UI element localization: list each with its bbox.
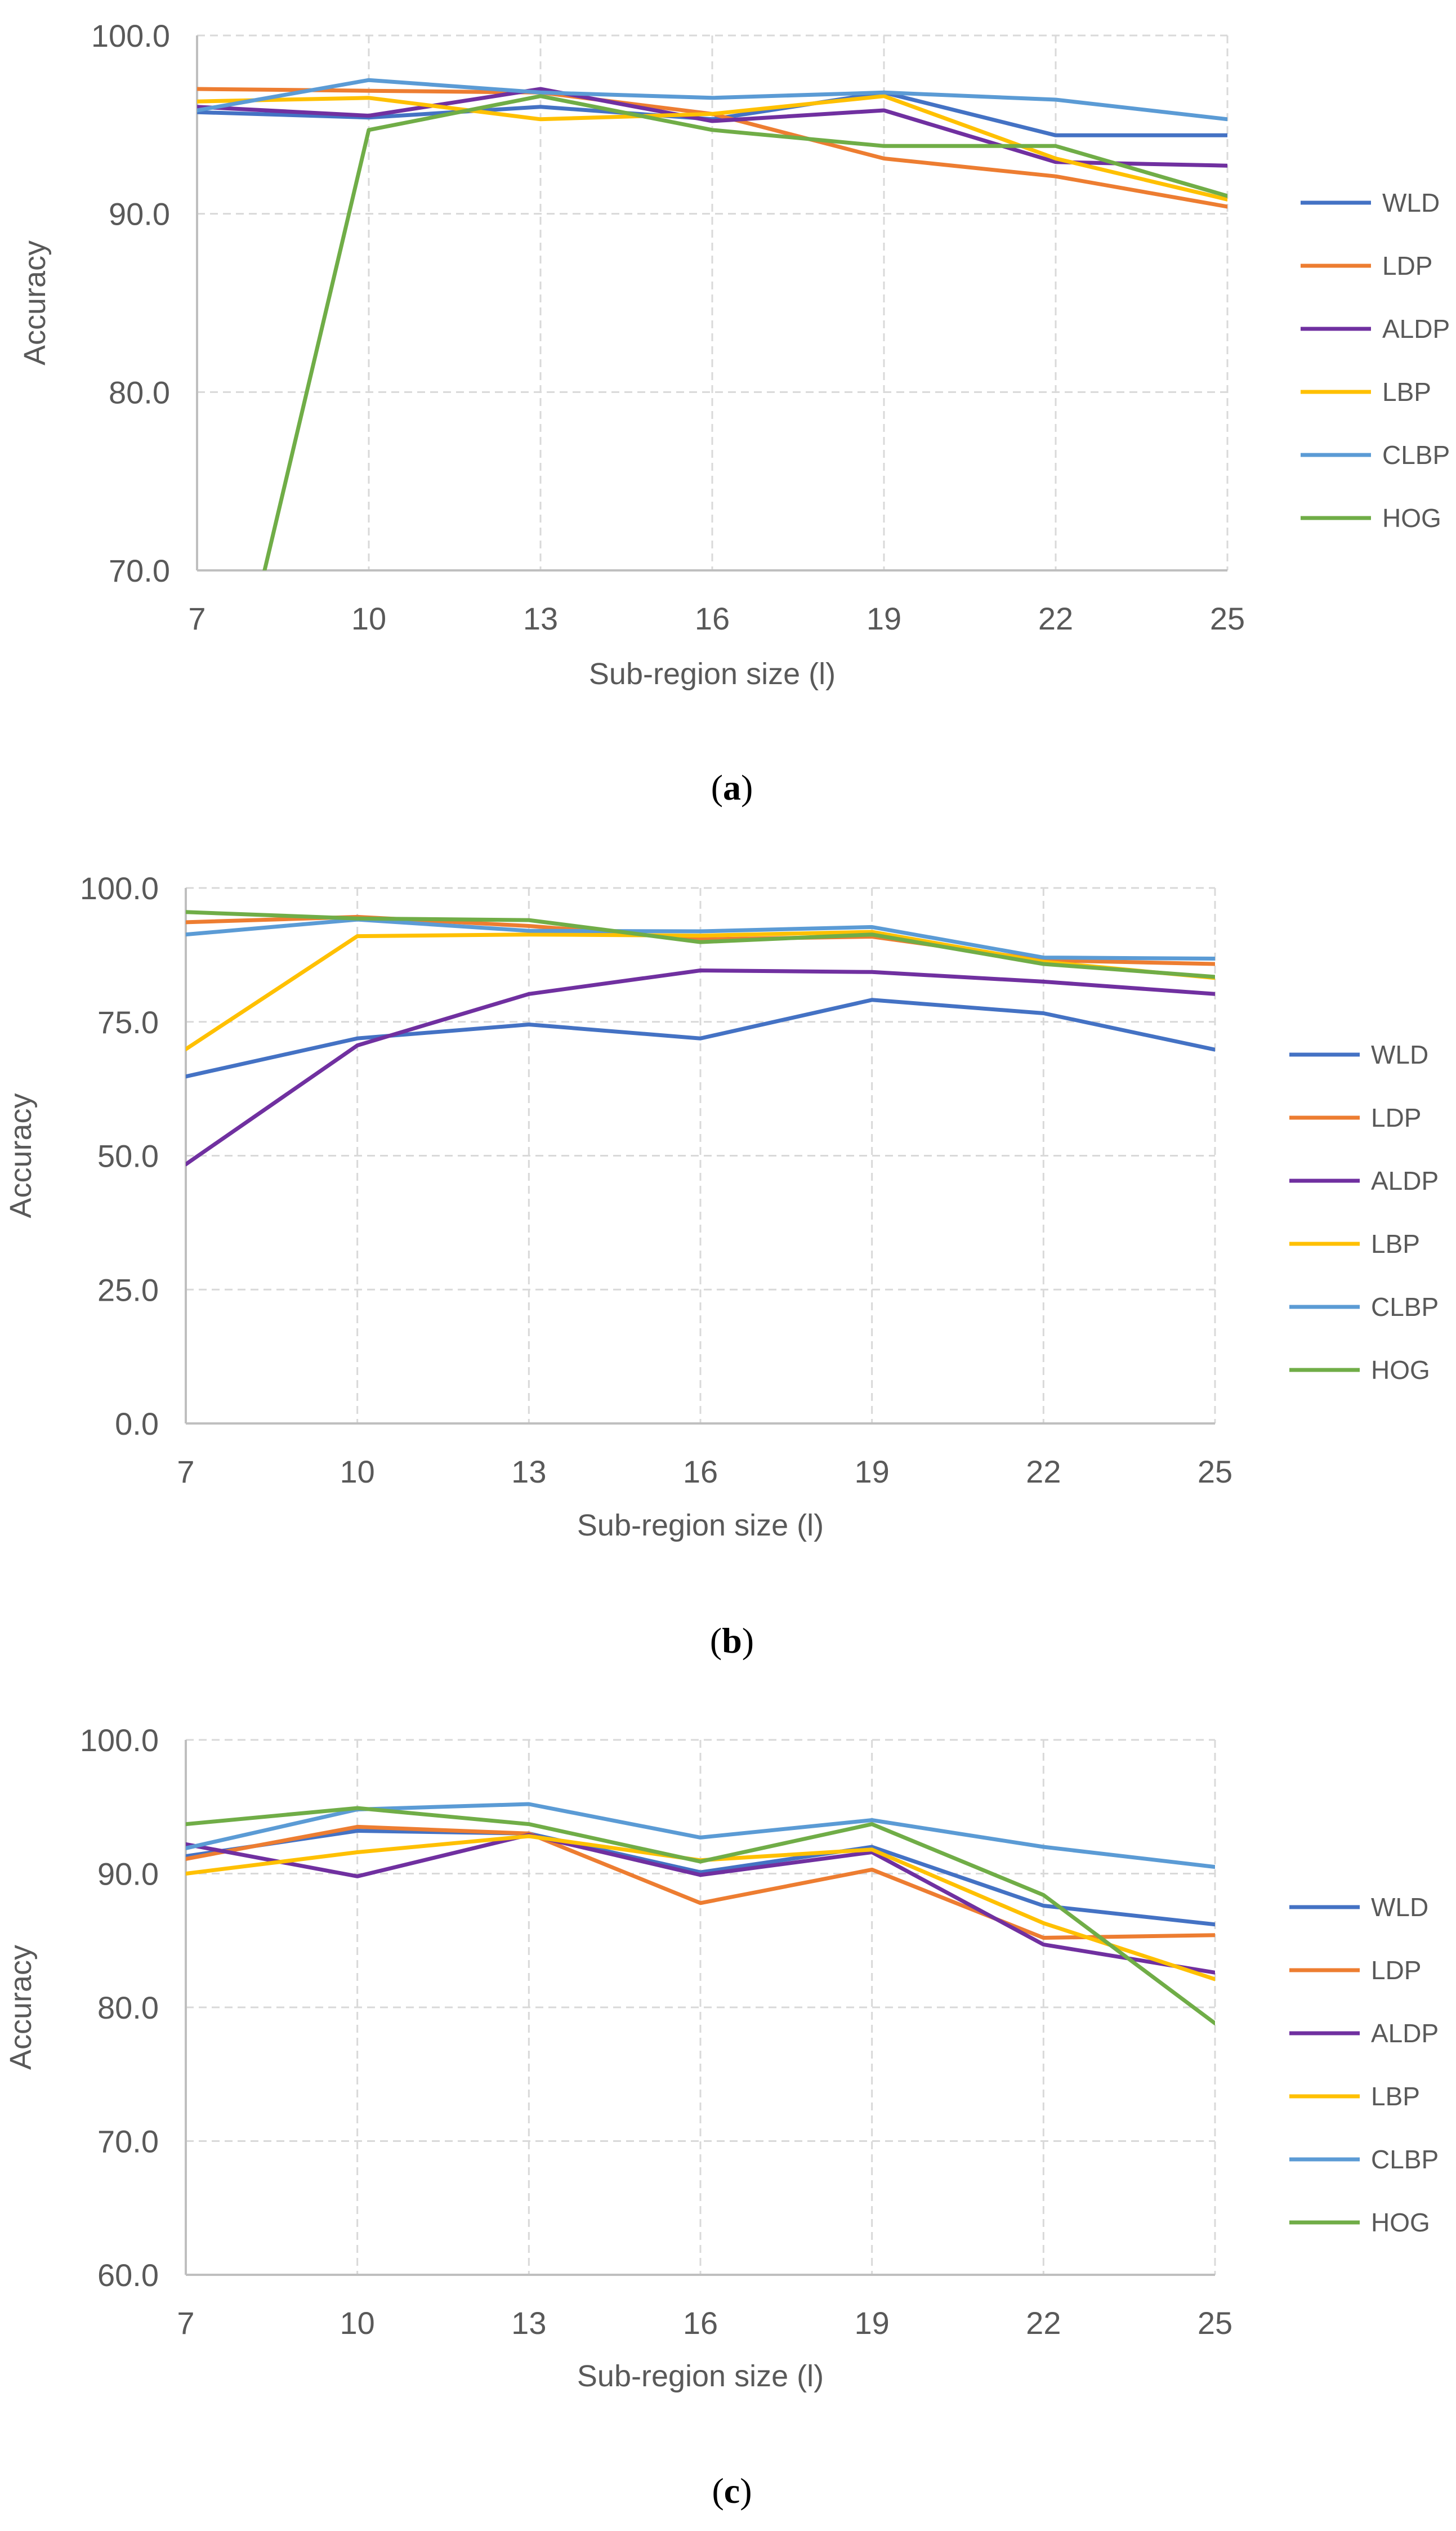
series-lines (197, 78, 1227, 570)
y-tick-label: 90.0 (109, 197, 170, 232)
caption-close-paren: ) (742, 1621, 754, 1660)
legend-label-clbp: CLBP (1382, 440, 1450, 470)
legend-label-lbp: LBP (1371, 1229, 1420, 1258)
caption-letter: a (723, 767, 741, 807)
x-tick-label: 7 (177, 1454, 194, 1489)
x-tick-label: 22 (1026, 1454, 1061, 1489)
chart-panel-c: 60.0 70.0 80.0 90.0 100.0 7 10 13 16 19 22 25 Sub-re… (4, 1722, 1439, 2511)
legend-label-hog: HOG (1382, 503, 1441, 533)
y-tick-label: 80.0 (109, 374, 170, 410)
chart-panel-a: 70.0 80.0 90.0 100.0 7 10 13 16 19 22 25 Sub-region… (18, 18, 1450, 807)
legend: WLD LDP ALDP LBP CLBP HOG (1301, 188, 1450, 533)
caption-close-paren: ) (740, 2471, 752, 2511)
caption-open-paren: ( (710, 1621, 722, 1660)
legend-label-ldp: LDP (1382, 251, 1432, 280)
x-tick-label: 25 (1198, 1454, 1232, 1489)
x-axis-label: Sub-region size (l) (589, 657, 836, 691)
chart-panel-b: 0.0 25.0 50.0 75.0 100.0 7 10 13 16 19 22 25 Sub-reg… (4, 871, 1439, 1660)
y-axis-label: Accuracy (4, 1945, 38, 2070)
legend: WLD LDP ALDP LBP CLBP HOG (1289, 1040, 1439, 1385)
y-tick-label: 60.0 (97, 2257, 159, 2293)
series-line-wld (186, 1829, 1215, 1927)
x-tick-label: 19 (855, 2305, 890, 2341)
y-tick-label: 100.0 (80, 1722, 159, 1758)
caption-close-paren: ) (741, 767, 753, 807)
legend-label-aldp: ALDP (1382, 314, 1450, 343)
caption-open-paren: ( (711, 767, 723, 807)
x-tick-label: 13 (511, 1454, 546, 1489)
legend-label-hog: HOG (1371, 2208, 1430, 2237)
x-tick-label: 25 (1210, 601, 1245, 636)
legend-label-aldp: ALDP (1371, 2019, 1439, 2048)
y-axis-label: Accuracy (18, 240, 52, 365)
series-line-hog (186, 1806, 1215, 2025)
caption-letter: c (724, 2471, 740, 2511)
series-line-clbp (197, 78, 1227, 122)
legend-label-ldp: LDP (1371, 1103, 1421, 1132)
x-tick-label: 19 (855, 1454, 890, 1489)
x-tick-label: 10 (340, 2305, 375, 2341)
y-tick-label: 100.0 (91, 18, 170, 53)
series-line-wld (186, 998, 1215, 1079)
legend-label-lbp: LBP (1382, 377, 1431, 407)
caption-letter: b (722, 1621, 742, 1660)
series-line-aldp (197, 87, 1227, 168)
x-tick-label: 22 (1026, 2305, 1061, 2341)
figure-caption: (c) (712, 2471, 752, 2511)
y-tick-label: 100.0 (80, 871, 159, 906)
x-tick-label: 13 (523, 601, 558, 636)
x-tick-label: 13 (511, 2305, 546, 2341)
x-tick-label: 16 (695, 601, 730, 636)
legend-label-lbp: LBP (1371, 2082, 1420, 2111)
series-line-hog (186, 910, 1215, 979)
y-axis-label: Accuracy (4, 1093, 38, 1218)
legend-label-clbp: CLBP (1371, 2145, 1439, 2174)
series-line-ldp (186, 1824, 1215, 1940)
x-tick-label: 16 (683, 1454, 718, 1489)
series-line-aldp (186, 968, 1215, 1167)
legend-label-ldp: LDP (1371, 1956, 1421, 1985)
x-axis-label: Sub-region size (l) (577, 1508, 824, 1542)
y-tick-label: 70.0 (109, 553, 170, 588)
y-tick-label: 90.0 (97, 1856, 159, 1892)
x-axis-label: Sub-region size (l) (577, 2359, 824, 2393)
y-tick-label: 0.0 (115, 1406, 159, 1441)
x-tick-label: 7 (177, 2305, 194, 2341)
caption-open-paren: ( (712, 2471, 723, 2511)
legend-label-hog: HOG (1371, 1355, 1430, 1385)
legend-label-wld: WLD (1371, 1040, 1428, 1069)
series-line-aldp (186, 1833, 1215, 1975)
x-tick-label: 10 (340, 1454, 375, 1489)
series-lines (186, 1802, 1215, 2025)
x-tick-label: 10 (351, 601, 386, 636)
legend-label-wld: WLD (1371, 1892, 1428, 1922)
y-tick-label: 70.0 (97, 2124, 159, 2159)
legend-label-wld: WLD (1382, 188, 1440, 217)
series-line-hog (262, 94, 1227, 570)
x-tick-label: 7 (188, 601, 206, 636)
y-tick-label: 50.0 (97, 1139, 159, 1174)
y-tick-label: 75.0 (97, 1005, 159, 1040)
legend-label-aldp: ALDP (1371, 1166, 1439, 1195)
figure-caption: (b) (710, 1621, 754, 1660)
y-tick-label: 80.0 (97, 1990, 159, 2025)
series-line-lbp (197, 94, 1227, 202)
legend-label-clbp: CLBP (1371, 1292, 1439, 1322)
x-tick-label: 16 (683, 2305, 718, 2341)
series-lines (186, 910, 1215, 1167)
y-tick-label: 25.0 (97, 1272, 159, 1307)
x-tick-label: 22 (1038, 601, 1073, 636)
x-tick-label: 19 (867, 601, 901, 636)
figure-caption: (a) (711, 767, 753, 807)
x-tick-label: 25 (1198, 2305, 1232, 2341)
series-line-lbp (186, 930, 1215, 1051)
legend: WLD LDP ALDP LBP CLBP HOG (1289, 1892, 1439, 2237)
